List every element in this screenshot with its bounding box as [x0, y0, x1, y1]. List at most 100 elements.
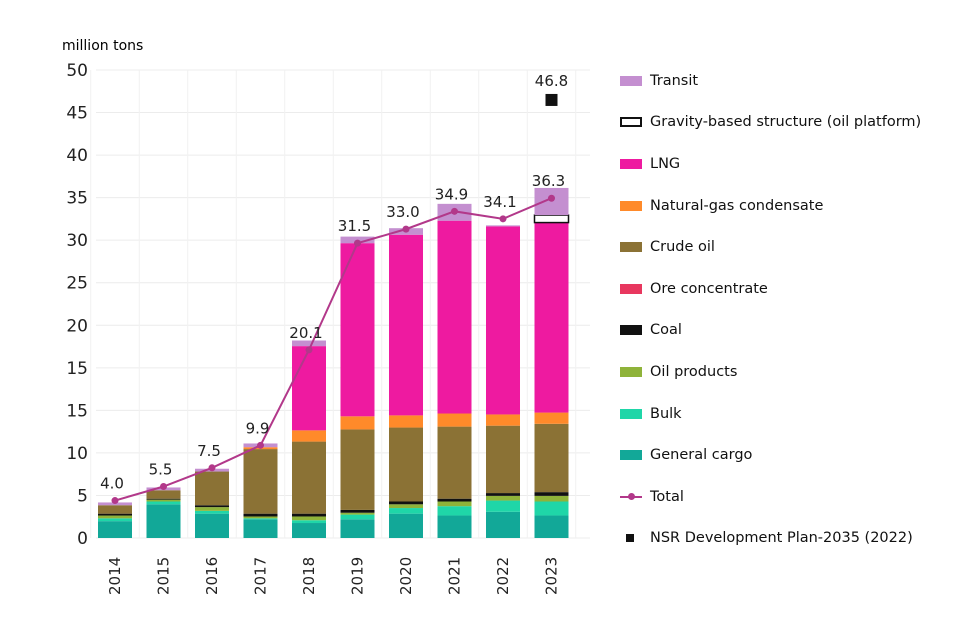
total-value-label: 34.9 [435, 185, 468, 203]
legend-swatch [620, 366, 642, 377]
legend-item: Bulk [620, 393, 950, 435]
legend-label: NSR Development Plan-2035 (2022) [650, 530, 913, 547]
legend-label: Transit [650, 72, 699, 89]
y-tick-label: 15 [66, 359, 88, 379]
bar-segment-bulk [486, 500, 520, 512]
legend-swatch [620, 158, 642, 169]
y-tick-label: 10 [66, 444, 88, 464]
bar-segment-oil-products [534, 495, 569, 502]
total-value-label: 33.0 [386, 203, 419, 221]
bar-segment-lng [340, 243, 375, 417]
y-tick-label: 25 [66, 274, 88, 294]
x-tick-label: 2023 [543, 557, 561, 595]
legend-swatch [620, 492, 642, 500]
x-tick-label: 2018 [300, 557, 318, 595]
bar-segment-crude-oil [486, 425, 520, 494]
bar-segment-coal [389, 501, 423, 505]
bar-segment-lng [292, 346, 326, 431]
bar-segment-coal [292, 513, 326, 517]
bar-segment-coal [534, 492, 569, 496]
bar-segment-oil-products [292, 516, 326, 521]
total-point [548, 194, 555, 202]
legend-label: LNG [650, 155, 681, 172]
bar-segment-coal [486, 493, 520, 496]
x-tick-label: 2017 [252, 557, 270, 595]
bar-segment-general-cargo [98, 521, 132, 538]
legend-item: NSR Development Plan-2035 (2022) [620, 518, 950, 560]
bar-segment-natural-gas-condensate [534, 412, 569, 424]
x-tick-label: 2021 [446, 557, 464, 595]
x-tick-label: 2022 [494, 557, 512, 595]
bar-segment-lng [389, 234, 423, 416]
bar-segment-general-cargo [243, 519, 278, 538]
legend-swatch [620, 408, 642, 419]
bar-segment-natural-gas-condensate [437, 413, 472, 427]
legend-item: Crude oil [620, 226, 950, 268]
legend-item: Total [620, 476, 950, 518]
legend-label: Coal [650, 322, 682, 339]
total-point [402, 225, 410, 233]
y-tick-label: 50 [66, 61, 88, 81]
total-series-line [114, 197, 552, 502]
legend-item: General cargo [620, 434, 950, 476]
bar-segment-natural-gas-condensate [389, 415, 423, 428]
bar-segment-crude-oil [243, 449, 278, 514]
y-tick-label: 20 [66, 316, 88, 336]
total-point [354, 239, 361, 247]
bar-segment-general-cargo [437, 515, 472, 538]
y-tick-label: 5 [77, 486, 88, 506]
x-tick-label: 2015 [155, 557, 173, 595]
total-value-label: 4.0 [100, 475, 124, 493]
bar-segment-general-cargo [534, 515, 569, 538]
legend-label: Crude oil [650, 239, 715, 256]
legend-swatch [620, 325, 642, 336]
y-tick-label: 15 [66, 401, 88, 421]
legend-label: General cargo [650, 447, 753, 464]
legend-swatch [620, 200, 642, 211]
bar-segment-transit [486, 225, 520, 227]
legend-item: Transit [620, 60, 950, 102]
target-marker [545, 93, 558, 106]
bar-segment-lng [437, 220, 472, 414]
total-value-label: 36.3 [532, 172, 565, 190]
legend-label: Ore concentrate [650, 280, 768, 297]
bar-segment-bulk [243, 518, 278, 520]
legend-swatch [620, 283, 642, 294]
bar-segment-gravity-based-structure-oil-platform- [533, 214, 570, 224]
x-tick-label: 2014 [106, 557, 124, 595]
target-value-label: 46.8 [535, 72, 568, 90]
bar-segment-coal [98, 513, 132, 516]
legend-item: Ore concentrate [620, 268, 950, 310]
total-value-label: 9.9 [246, 419, 270, 437]
x-axis-ticks: 2014 2015 2016 2017 2018 2019 2020 2021 2022 2023 [106, 557, 561, 595]
bar-segment-coal [340, 509, 375, 513]
legend-item: LNG [620, 143, 950, 185]
bar-segment-coal [146, 498, 181, 500]
legend-item: Oil products [620, 351, 950, 393]
bar-segment-bulk [146, 501, 181, 505]
y-tick-label: 0 [77, 529, 88, 549]
bar-segment-crude-oil [98, 505, 132, 514]
bar-segment-coal [243, 513, 278, 517]
bar-segment-transit [292, 340, 326, 347]
bar-segment-oil-products [486, 495, 520, 501]
bar-segment-oil-products [243, 516, 278, 519]
bar-segment-oil-products [195, 507, 229, 511]
bar-segment-oil-products [389, 504, 423, 509]
total-point [111, 497, 119, 505]
y-tick-label: 30 [66, 231, 88, 251]
bar-segment-natural-gas-condensate [292, 430, 326, 442]
bar-segment-crude-oil [534, 423, 569, 493]
bar-segment-bulk [389, 508, 423, 514]
x-tick-label: 2020 [397, 557, 415, 595]
legend-item: Natural-gas condensate [620, 185, 950, 227]
legend-swatch [626, 534, 634, 543]
legend-swatch [620, 117, 642, 128]
bar-segment-general-cargo [292, 523, 326, 538]
total-value-label: 34.1 [483, 193, 516, 211]
bar-segment-bulk [292, 520, 326, 524]
total-value-label: 7.5 [197, 442, 221, 460]
y-tick-label: 40 [66, 146, 88, 166]
legend-label: Total [650, 488, 684, 505]
